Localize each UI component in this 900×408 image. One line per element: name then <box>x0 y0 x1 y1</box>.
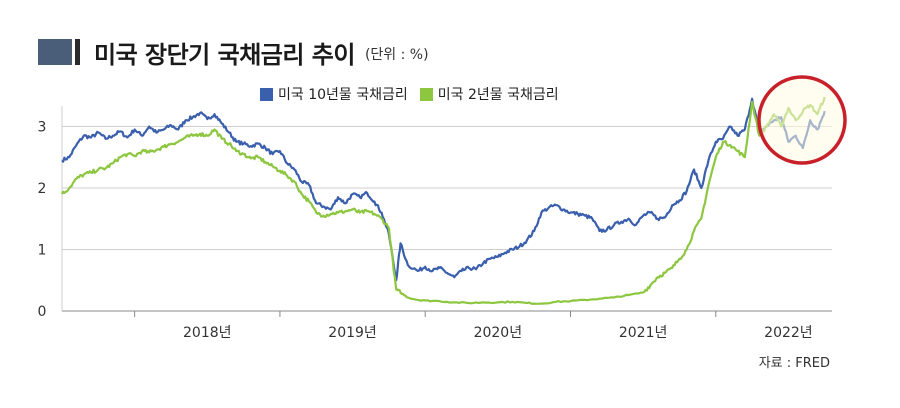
x-tick-label: 2019년 <box>328 325 377 341</box>
source-note: 자료 : FRED <box>758 356 830 371</box>
series-line-10y <box>61 97 826 282</box>
legend-swatch-10y <box>260 87 273 101</box>
legend-item-10y: 미국 10년물 국채금리 <box>260 84 408 104</box>
legend-label-10y: 미국 10년물 국채금리 <box>278 87 408 103</box>
y-tick-label: 1 <box>38 242 47 258</box>
x-axis-labels: 2018년 2019년 2020년 2021년 2022년 <box>183 325 813 341</box>
chart-title: 미국 장단기 국채금리 추이 <box>94 40 355 69</box>
title-square-icon <box>38 39 72 65</box>
series-line-2y <box>61 96 826 305</box>
y-axis-labels: 0 1 2 3 <box>38 119 47 320</box>
x-tick-label: 2021년 <box>619 325 668 341</box>
x-tick-label: 2022년 <box>764 325 813 341</box>
grid <box>61 106 832 312</box>
x-tick-label: 2020년 <box>474 325 523 341</box>
series-lines <box>61 96 826 305</box>
title-bar-icon <box>75 39 80 65</box>
y-tick-label: 2 <box>38 181 47 197</box>
legend-label-2y: 미국 2년물 국채금리 <box>437 87 559 103</box>
unit-label: (단위 : %) <box>364 47 429 63</box>
legend-swatch-2y <box>419 87 433 101</box>
legend-item-2y: 미국 2년물 국채금리 <box>419 84 559 104</box>
highlight-ring <box>757 75 847 165</box>
x-axis-ticks <box>134 311 717 317</box>
chart-header: 미국 장단기 국채금리 추이 (단위 : %) <box>38 37 429 69</box>
x-tick-label: 2018년 <box>183 325 232 341</box>
highlight-circle <box>757 75 847 165</box>
legend: 미국 10년물 국채금리 미국 2년물 국채금리 <box>260 84 571 104</box>
y-tick-label: 3 <box>38 119 47 135</box>
y-tick-label: 0 <box>38 304 47 320</box>
